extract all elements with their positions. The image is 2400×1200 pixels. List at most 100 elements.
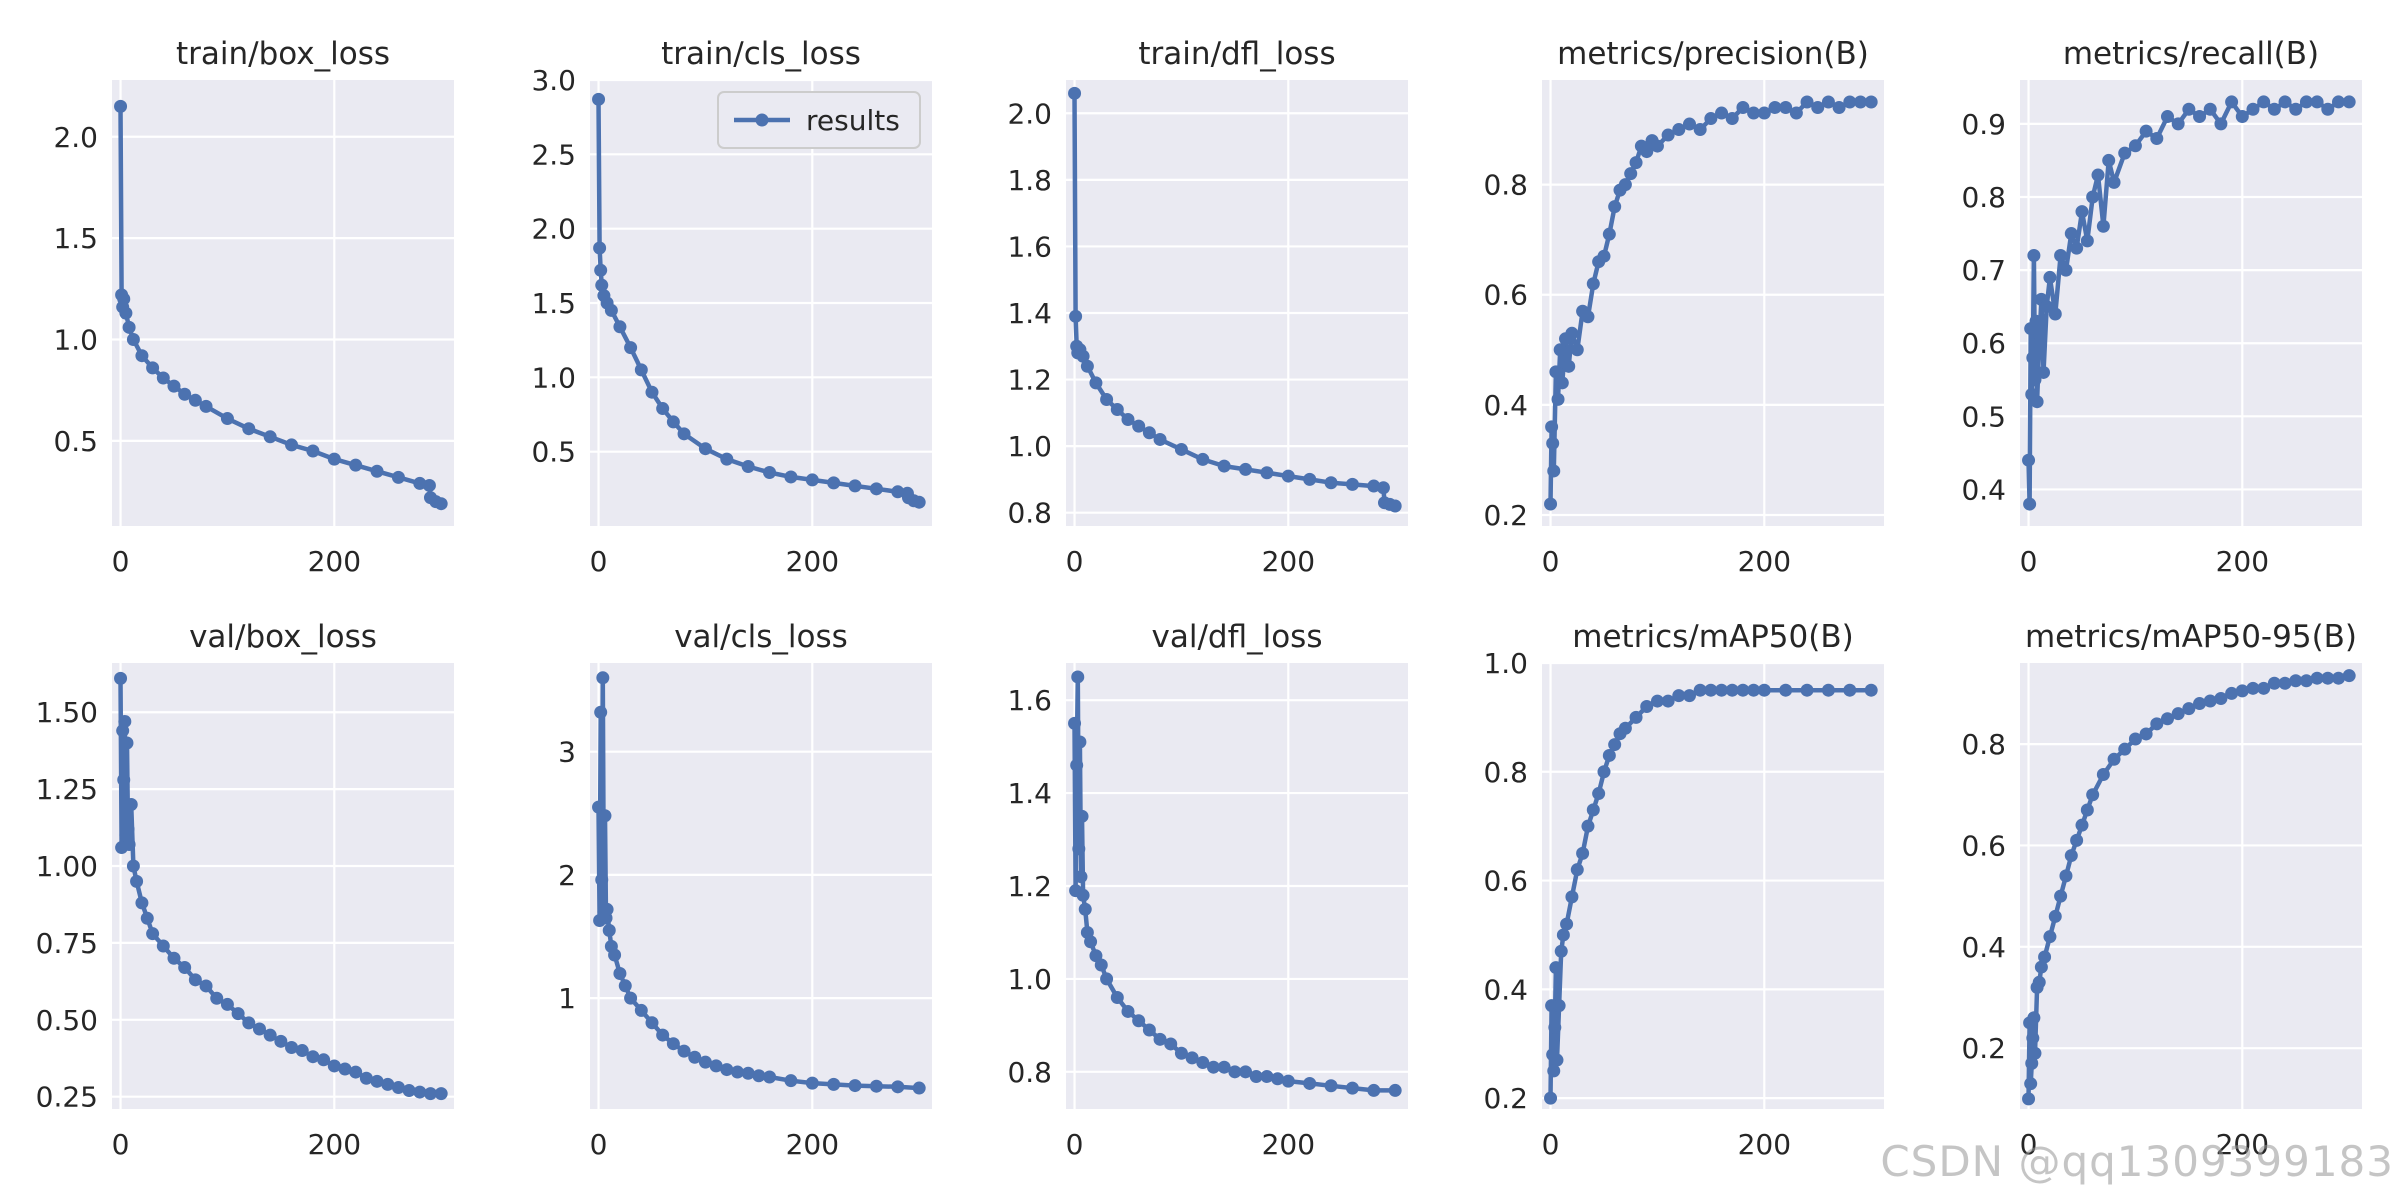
data-point bbox=[1565, 890, 1579, 904]
data-point bbox=[608, 948, 622, 962]
data-point bbox=[2257, 681, 2271, 695]
data-point bbox=[2107, 752, 2121, 766]
data-point bbox=[598, 809, 612, 823]
data-point bbox=[1174, 1046, 1188, 1060]
data-point bbox=[2026, 351, 2040, 365]
data-point bbox=[338, 1062, 352, 1076]
data-point bbox=[2299, 674, 2313, 688]
data-point bbox=[720, 452, 734, 466]
y-tick-label: 0.8 bbox=[1007, 497, 1052, 530]
data-point bbox=[117, 773, 131, 787]
data-point bbox=[1554, 944, 1568, 958]
data-point bbox=[602, 923, 616, 937]
data-point bbox=[2225, 686, 2239, 700]
data-point bbox=[146, 927, 160, 941]
data-point bbox=[327, 1059, 341, 1073]
y-tick-label: 0.4 bbox=[1961, 473, 2006, 506]
y-tick-label: 1.2 bbox=[1007, 870, 1052, 903]
data-point bbox=[645, 385, 659, 399]
data-point bbox=[2040, 300, 2054, 314]
data-point bbox=[666, 415, 680, 429]
x-tick-label: 0 bbox=[1542, 1128, 1560, 1161]
data-point bbox=[2023, 497, 2037, 511]
y-tick-label: 0.9 bbox=[1961, 108, 2006, 141]
data-point bbox=[2331, 95, 2345, 109]
data-point bbox=[613, 320, 627, 334]
y-tick-label: 1.0 bbox=[1007, 430, 1052, 463]
data-point bbox=[2059, 263, 2073, 277]
data-point bbox=[2128, 732, 2142, 746]
data-point bbox=[2029, 314, 2043, 328]
data-point bbox=[422, 478, 436, 492]
data-point bbox=[1548, 1020, 1562, 1034]
data-point bbox=[1073, 735, 1087, 749]
data-point bbox=[1629, 156, 1643, 170]
data-point bbox=[118, 714, 132, 728]
data-point bbox=[2107, 175, 2121, 189]
x-tick-label: 200 bbox=[1262, 545, 1315, 578]
data-point bbox=[1206, 1060, 1220, 1074]
data-point bbox=[2096, 768, 2110, 781]
data-point bbox=[1164, 1037, 1178, 1051]
data-point bbox=[1725, 683, 1739, 697]
data-point bbox=[613, 966, 627, 980]
data-point bbox=[1076, 349, 1090, 363]
y-tick-label: 0.6 bbox=[1961, 829, 2006, 862]
data-point bbox=[402, 1084, 416, 1098]
data-point bbox=[1556, 928, 1570, 942]
x-tick-label: 200 bbox=[1738, 1128, 1791, 1161]
plot-area bbox=[1542, 663, 1884, 1109]
data-point bbox=[114, 99, 128, 113]
plot-area bbox=[2020, 80, 2362, 526]
data-point bbox=[391, 470, 405, 484]
data-point bbox=[645, 1016, 659, 1030]
data-point bbox=[2118, 146, 2132, 160]
data-point bbox=[752, 1069, 766, 1083]
subplot-title: train/cls_loss bbox=[661, 36, 861, 72]
data-point bbox=[220, 412, 234, 426]
subplot-title: train/box_loss bbox=[176, 36, 390, 72]
data-point bbox=[2278, 95, 2292, 109]
data-point bbox=[263, 1028, 277, 1042]
data-point bbox=[295, 1044, 309, 1058]
data-point bbox=[1768, 101, 1782, 115]
data-point bbox=[1388, 1083, 1402, 1097]
data-point bbox=[2024, 1077, 2038, 1091]
y-tick-label: 0.4 bbox=[1961, 931, 2006, 964]
data-point bbox=[1592, 787, 1606, 801]
data-point bbox=[2054, 248, 2068, 262]
data-point bbox=[741, 460, 755, 474]
x-tick-label: 0 bbox=[1066, 545, 1084, 578]
data-point bbox=[1640, 700, 1654, 714]
data-point bbox=[2182, 702, 2196, 716]
data-point bbox=[2171, 707, 2185, 721]
data-point bbox=[2022, 1092, 2036, 1106]
data-point bbox=[1076, 888, 1090, 902]
data-point bbox=[698, 442, 712, 456]
data-point bbox=[434, 1087, 448, 1101]
data-point bbox=[2027, 248, 2041, 262]
data-point bbox=[317, 1053, 331, 1067]
data-point bbox=[2310, 95, 2324, 109]
legend-label: results bbox=[806, 104, 900, 137]
data-point bbox=[1281, 1074, 1295, 1088]
data-point bbox=[2080, 803, 2094, 817]
data-point bbox=[1715, 106, 1729, 120]
data-point bbox=[2034, 960, 2048, 974]
data-point bbox=[784, 1074, 798, 1088]
data-point bbox=[242, 1016, 256, 1030]
data-point bbox=[1553, 343, 1567, 357]
data-point bbox=[656, 402, 670, 416]
data-point bbox=[1618, 178, 1632, 192]
y-tick-label: 2.0 bbox=[53, 121, 98, 154]
y-tick-label: 1.5 bbox=[531, 287, 576, 320]
data-point bbox=[1736, 101, 1750, 115]
legend-marker bbox=[755, 113, 769, 127]
data-point bbox=[434, 497, 448, 511]
subplot-title: metrics/mAP50(B) bbox=[1572, 619, 1853, 655]
subplot-3: train/dfl_loss 0 200 0.8 1.0 1.2 1.4 1.6 1.8 2.0 bbox=[1007, 36, 1408, 578]
data-point bbox=[1693, 683, 1707, 697]
y-tick-label: 0.2 bbox=[1483, 499, 1528, 532]
data-point bbox=[730, 1065, 744, 1079]
data-point bbox=[1736, 683, 1750, 697]
